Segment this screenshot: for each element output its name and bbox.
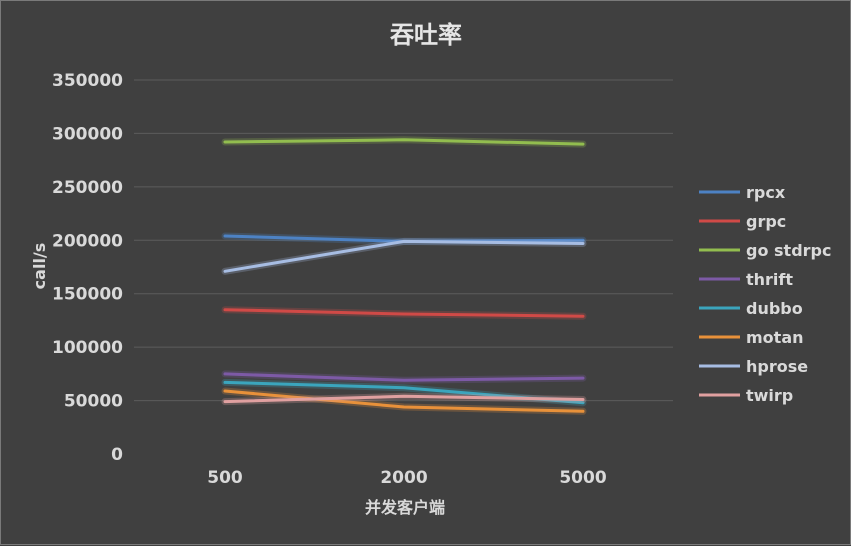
series-line-grpc [223,308,585,318]
y-tick-label: 300000 [52,124,123,144]
y-tick-label: 250000 [52,178,123,198]
y-tick-label: 350000 [52,71,123,91]
y-axis-label: call/s [30,243,49,290]
y-axis-ticks: 0 50000 100000 150000 200000 250000 300000 3500… [52,71,123,465]
legend: rpcx grpc go stdrpc thrift dubbo motan hprose t… [699,183,831,405]
x-tick-label: 5000 [559,468,606,488]
legend-label: dubbo [746,299,803,318]
y-tick-label: 200000 [52,231,123,251]
series-lines [221,136,587,415]
legend-label: grpc [746,212,786,231]
series-line-twirp [223,394,585,404]
x-tick-label: 500 [207,468,243,488]
y-tick-label: 100000 [52,338,123,358]
series-glow [221,237,587,275]
y-tick-label: 0 [111,445,123,465]
x-tick-label: 2000 [380,468,427,488]
chart-title: 吞吐率 [390,21,462,49]
legend-label: hprose [746,357,808,376]
legend-label: go stdrpc [746,241,831,260]
legend-label: thrift [746,270,793,289]
series-line-go-stdrpc [223,138,585,146]
x-axis-ticks: 500 2000 5000 [207,468,607,488]
gridlines [134,79,673,402]
y-tick-label: 50000 [64,392,123,412]
legend-label: rpcx [746,183,786,202]
legend-label: motan [746,328,804,347]
series-line-motan [223,389,585,413]
series-line-thrift [223,372,585,382]
legend-label: twirp [746,386,793,405]
series-line-hprose [223,239,585,273]
x-axis-label: 并发客户端 [365,498,445,517]
y-tick-label: 150000 [52,285,123,305]
